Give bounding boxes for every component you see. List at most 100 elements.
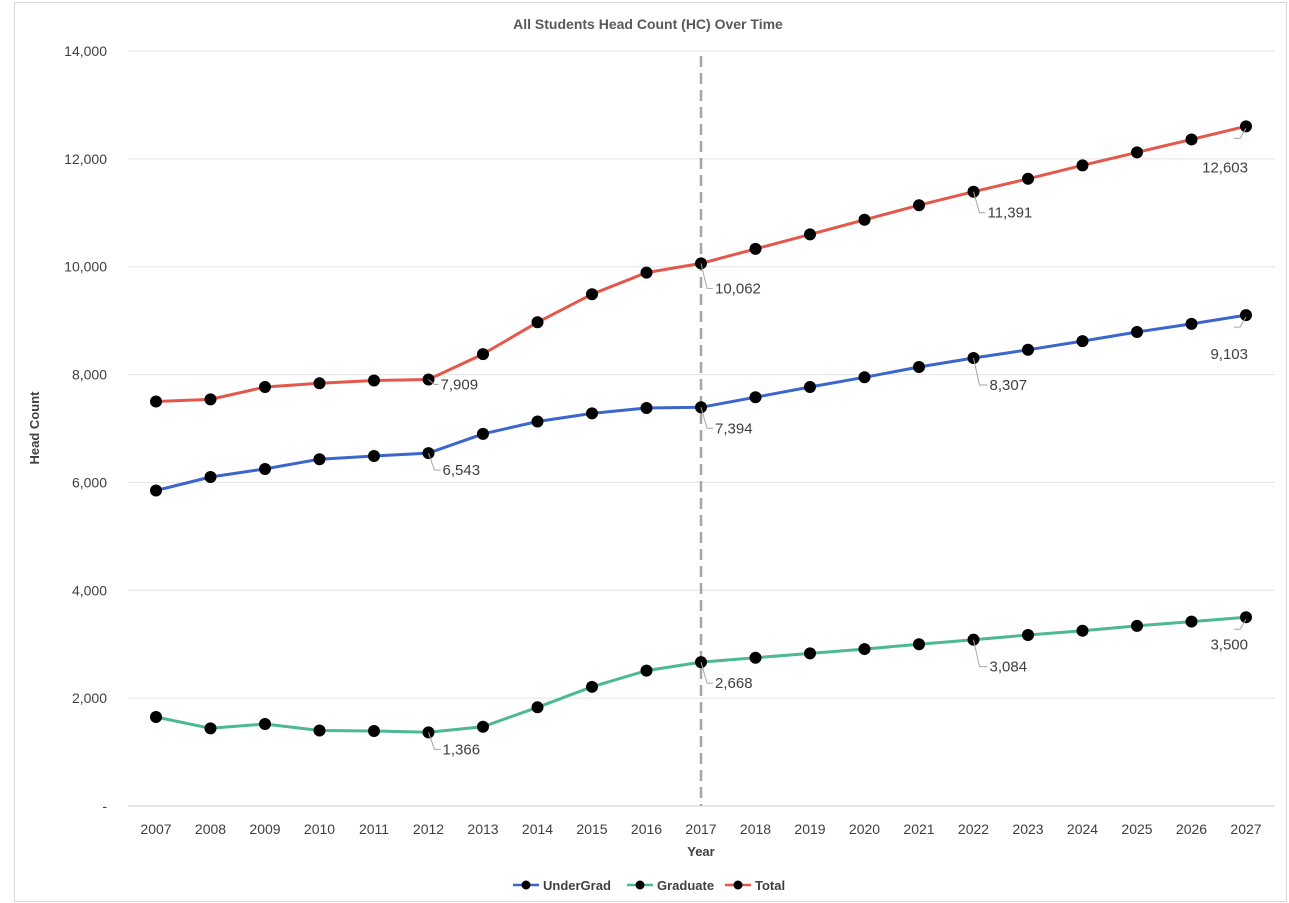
data-point	[531, 701, 544, 714]
data-point	[913, 361, 925, 374]
x-axis-ticks: 2007 2008 2009 2010 2011 2012 2013 2014 2015 2016…	[140, 821, 1261, 837]
x-tick-label: 2027	[1230, 821, 1261, 837]
data-point	[313, 377, 326, 390]
data-point	[313, 453, 326, 466]
data-point	[368, 374, 380, 387]
y-tick-label: 6,000	[72, 474, 107, 490]
chart-title: All Students Head Count (HC) Over Time	[513, 16, 783, 32]
data-label: 1,366	[443, 741, 481, 758]
data-point	[477, 427, 489, 440]
data-point	[640, 402, 653, 415]
legend-swatch-marker	[521, 880, 531, 890]
y-tick-label: -	[102, 798, 107, 814]
data-point	[1185, 317, 1198, 330]
x-tick-label: 2018	[740, 821, 771, 837]
y-axis-ticks: - 2,000 4,000 6,000 8,000 10,000 12,000 14,000	[64, 43, 107, 814]
y-tick-label: 10,000	[64, 259, 107, 275]
legend-label: Total	[755, 878, 785, 893]
x-tick-label: 2022	[958, 821, 989, 837]
leader-line	[1234, 618, 1247, 630]
data-label: 12,603	[1202, 159, 1248, 176]
leader-line	[973, 191, 986, 214]
leader-line	[428, 379, 439, 385]
data-point	[858, 213, 871, 226]
data-point	[1076, 624, 1089, 637]
data-point	[477, 720, 489, 733]
data-label: 3,500	[1210, 636, 1248, 653]
data-label: 9,103	[1210, 346, 1248, 363]
data-point	[204, 393, 217, 406]
data-point	[586, 288, 598, 301]
x-tick-label: 2012	[413, 821, 444, 837]
x-tick-label: 2008	[195, 821, 226, 837]
data-point	[1131, 146, 1143, 159]
legend-swatch-marker	[733, 880, 743, 890]
data-label: 7,394	[715, 420, 753, 437]
data-point	[259, 718, 271, 731]
data-label: 3,084	[990, 659, 1028, 676]
data-point	[1240, 309, 1252, 322]
data-point	[586, 407, 598, 420]
x-tick-label: 2019	[794, 821, 825, 837]
x-tick-label: 2013	[467, 821, 498, 837]
data-point	[858, 643, 871, 656]
data-point	[204, 722, 217, 735]
x-tick-label: 2024	[1067, 821, 1098, 837]
legend-label: UnderGrad	[543, 878, 611, 893]
leader-line	[700, 661, 713, 684]
data-point	[749, 651, 762, 664]
leader-line	[428, 732, 441, 750]
x-tick-label: 2014	[522, 821, 553, 837]
x-axis-title: Year	[687, 844, 714, 859]
x-tick-label: 2023	[1012, 821, 1043, 837]
leader-line	[428, 452, 441, 471]
y-tick-label: 2,000	[72, 690, 107, 706]
data-point	[1240, 611, 1252, 624]
data-point	[913, 199, 925, 212]
leader-line	[700, 407, 713, 429]
data-point	[749, 391, 762, 404]
data-point	[150, 484, 162, 497]
data-point	[313, 724, 326, 737]
data-point	[368, 450, 380, 463]
x-tick-label: 2009	[249, 821, 280, 837]
x-tick-label: 2015	[576, 821, 607, 837]
data-label: 11,391	[988, 205, 1033, 222]
data-label: 2,668	[715, 675, 753, 692]
legend-label: Graduate	[657, 878, 714, 893]
x-tick-label: 2016	[631, 821, 662, 837]
x-tick-label: 2011	[359, 821, 389, 837]
data-point	[858, 371, 871, 384]
data-point	[1022, 629, 1034, 642]
data-point	[1185, 133, 1198, 146]
y-tick-label: 14,000	[64, 43, 107, 59]
leader-line	[1234, 316, 1247, 328]
x-tick-label: 2007	[140, 821, 171, 837]
data-point	[150, 711, 162, 724]
data-point	[586, 680, 598, 693]
data-point	[531, 316, 544, 329]
legend: UnderGrad Graduate Total	[513, 878, 785, 893]
data-point	[1022, 343, 1034, 356]
data-point	[204, 471, 217, 484]
data-point	[804, 380, 816, 393]
leader-line	[973, 639, 988, 668]
x-tick-label: 2025	[1121, 821, 1152, 837]
data-point	[259, 462, 271, 475]
data-point	[913, 638, 925, 651]
leader-line	[1234, 128, 1247, 139]
data-label: 10,062	[715, 280, 761, 297]
x-tick-label: 2017	[685, 821, 716, 837]
data-label: 8,307	[990, 377, 1028, 394]
y-tick-label: 8,000	[72, 367, 107, 383]
data-point	[1076, 159, 1089, 172]
y-tick-label: 4,000	[72, 582, 107, 598]
data-point	[640, 266, 653, 279]
data-point	[749, 242, 762, 255]
data-point	[477, 348, 489, 361]
data-point	[1022, 172, 1034, 185]
data-point	[804, 228, 816, 241]
data-point	[150, 395, 162, 408]
